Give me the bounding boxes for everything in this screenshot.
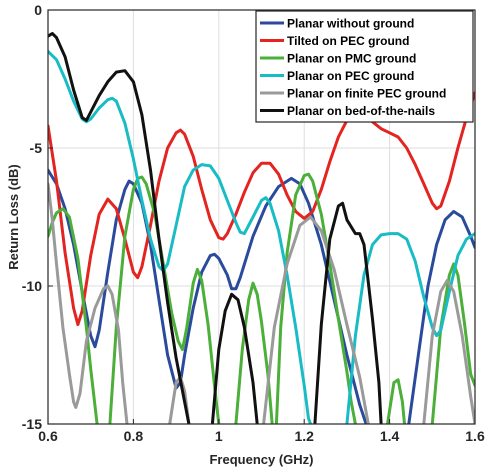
series-line-planar-on-pmc-ground — [108, 175, 221, 424]
series-layer — [48, 32, 475, 424]
y-tick-label: 0 — [34, 2, 42, 18]
legend-label: Planar on PEC ground — [287, 69, 414, 83]
legend-label: Planar on bed-of-the-nails — [287, 104, 435, 118]
x-tick-label: 1.2 — [294, 428, 314, 444]
x-tick-label: 0.8 — [124, 428, 144, 444]
x-axis-label: Frequency (GHz) — [209, 452, 313, 467]
plot-frame — [47, 9, 476, 425]
series-line-planar-on-pmc-ground — [274, 172, 357, 424]
series-line-planar-on-pmc-ground — [234, 281, 274, 424]
y-tick-label: -15 — [22, 416, 42, 432]
legend: Planar without ground Tilted on PEC groun… — [255, 10, 474, 123]
legend-label: Planar on finite PEC ground — [287, 87, 446, 101]
series-line-planar-on-pec-ground — [48, 49, 313, 424]
y-axis-label: Return Loss (dB) — [6, 164, 21, 269]
series-line-planar-on-finite-pec-ground — [422, 279, 475, 424]
x-tick-label: 1.6 — [465, 428, 485, 444]
series-line-planar-without-ground — [48, 168, 368, 424]
legend-label: Tilted on PEC ground — [287, 34, 409, 48]
series-line-planar-without-ground — [407, 210, 475, 424]
series-line-planar-on-bed-of-the-nails — [48, 32, 191, 424]
series-line-tilted-on-pec-ground — [48, 91, 475, 327]
x-tick-label: 0.6 — [38, 428, 58, 444]
series-line-planar-on-pmc-ground — [386, 378, 406, 424]
x-tick-label: 1 — [215, 428, 223, 444]
x-tick-label: 1.4 — [380, 428, 400, 444]
y-tick-label: -10 — [22, 278, 42, 294]
series-line-planar-on-finite-pec-ground — [48, 182, 129, 424]
series-line-planar-on-finite-pec-ground — [262, 215, 370, 424]
legend-label: Planar without ground — [287, 17, 414, 31]
tick-marks — [47, 9, 476, 425]
y-tick-label: -5 — [30, 140, 43, 156]
series-line-planar-on-bed-of-the-nails — [313, 201, 383, 424]
series-line-planar-on-bed-of-the-nails — [210, 292, 259, 424]
legend-box — [255, 10, 474, 123]
legend-label: Planar on PMC ground — [287, 52, 416, 66]
series-line-planar-on-pec-ground — [345, 232, 475, 424]
tick-labels: 0.6 0.8 1 1.2 1.4 1.6 0 -5 -10 -15 — [22, 2, 485, 444]
